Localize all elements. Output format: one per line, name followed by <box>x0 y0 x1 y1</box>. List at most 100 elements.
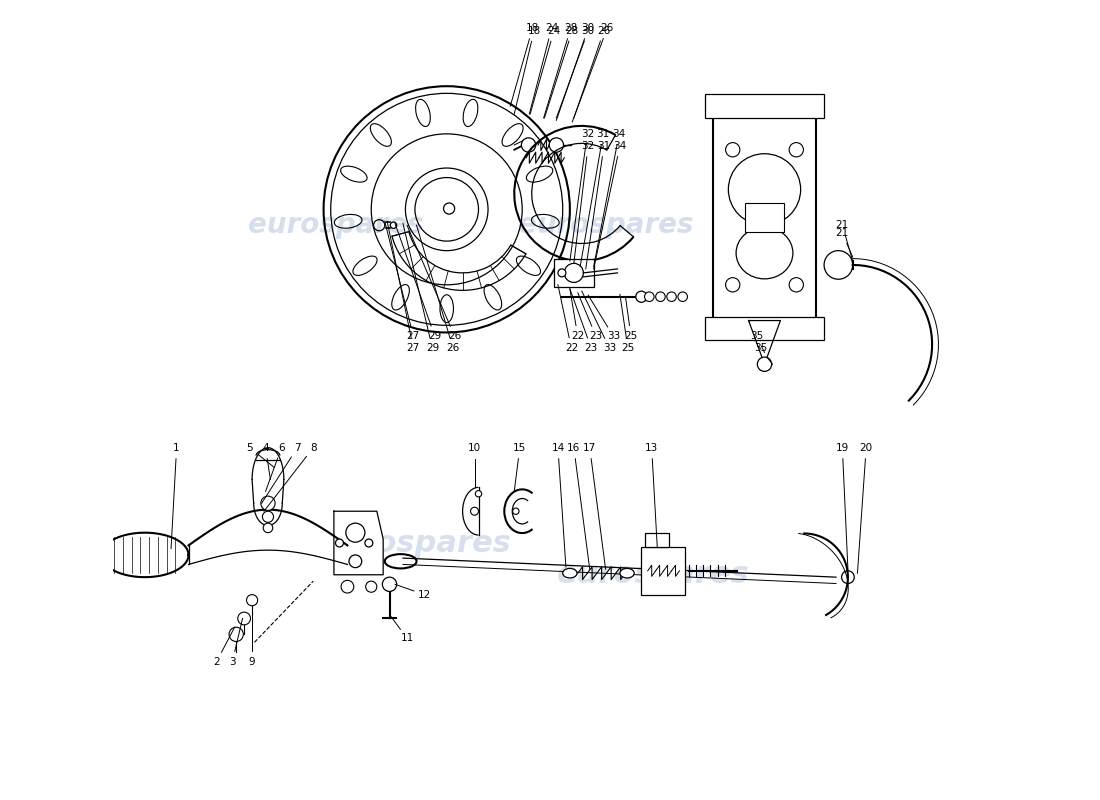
Text: 24: 24 <box>544 23 558 33</box>
Text: 23: 23 <box>590 331 603 342</box>
Text: 26: 26 <box>601 23 614 33</box>
Circle shape <box>678 292 688 302</box>
Circle shape <box>726 142 740 157</box>
Text: 7: 7 <box>294 442 300 453</box>
Polygon shape <box>334 511 383 574</box>
Text: 27: 27 <box>407 331 420 342</box>
Text: 35: 35 <box>754 343 767 354</box>
Circle shape <box>349 555 362 568</box>
Text: 31: 31 <box>597 141 611 150</box>
Bar <box>646 533 669 547</box>
Text: 35: 35 <box>750 331 763 342</box>
Bar <box>554 258 594 287</box>
Text: 29: 29 <box>426 343 439 354</box>
Circle shape <box>726 278 740 292</box>
Bar <box>745 203 784 231</box>
Text: 2: 2 <box>213 657 220 667</box>
Text: eurospares: eurospares <box>319 529 512 558</box>
Text: 1: 1 <box>174 442 180 453</box>
Text: 21: 21 <box>836 220 849 230</box>
Circle shape <box>229 627 243 642</box>
Circle shape <box>383 577 397 591</box>
Circle shape <box>246 594 257 606</box>
Text: 6: 6 <box>278 442 285 453</box>
Text: 4: 4 <box>262 442 268 453</box>
Circle shape <box>263 511 274 522</box>
Text: 8: 8 <box>310 442 317 453</box>
Text: 28: 28 <box>565 26 579 35</box>
Text: 33: 33 <box>603 343 616 354</box>
Circle shape <box>757 357 772 371</box>
Text: 31: 31 <box>596 129 609 139</box>
Circle shape <box>789 278 803 292</box>
Text: 34: 34 <box>613 129 626 139</box>
Text: 22: 22 <box>564 343 579 354</box>
Circle shape <box>645 292 654 302</box>
Text: 10: 10 <box>468 442 481 453</box>
Text: 15: 15 <box>514 442 527 453</box>
Text: eurospares: eurospares <box>557 560 750 590</box>
Text: 25: 25 <box>621 343 635 354</box>
Text: 22: 22 <box>571 331 584 342</box>
Circle shape <box>521 138 536 152</box>
Text: eurospares: eurospares <box>248 211 424 239</box>
Circle shape <box>564 263 583 282</box>
Text: 11: 11 <box>400 634 414 643</box>
Text: 26: 26 <box>448 331 461 342</box>
Text: 29: 29 <box>428 331 441 342</box>
Circle shape <box>238 612 251 625</box>
Circle shape <box>471 507 478 515</box>
Circle shape <box>261 496 275 510</box>
Circle shape <box>390 222 397 229</box>
Circle shape <box>345 523 365 542</box>
Text: 16: 16 <box>568 442 581 453</box>
Circle shape <box>443 203 454 214</box>
Circle shape <box>365 581 377 592</box>
Bar <box>705 317 824 341</box>
Text: 28: 28 <box>564 23 578 33</box>
Text: 33: 33 <box>607 331 620 342</box>
Text: 5: 5 <box>246 442 253 453</box>
Circle shape <box>842 571 855 583</box>
Circle shape <box>667 292 676 302</box>
Text: 3: 3 <box>229 657 235 667</box>
Text: 18: 18 <box>526 23 539 33</box>
Circle shape <box>513 508 519 514</box>
Text: 32: 32 <box>581 129 594 139</box>
Circle shape <box>475 490 482 497</box>
Ellipse shape <box>385 554 417 569</box>
Circle shape <box>558 269 565 277</box>
Circle shape <box>365 539 373 547</box>
Text: 9: 9 <box>249 657 255 667</box>
Circle shape <box>341 580 354 593</box>
Text: 30: 30 <box>582 23 595 33</box>
Polygon shape <box>101 533 188 577</box>
Bar <box>641 547 685 594</box>
Text: 13: 13 <box>645 442 658 453</box>
Text: 30: 30 <box>582 26 595 35</box>
Text: 21: 21 <box>836 228 849 238</box>
Circle shape <box>549 138 563 152</box>
Text: 24: 24 <box>548 26 561 35</box>
Circle shape <box>636 291 647 302</box>
Text: eurospares: eurospares <box>518 211 693 239</box>
Circle shape <box>789 142 803 157</box>
Text: 23: 23 <box>585 343 598 354</box>
Circle shape <box>263 523 273 533</box>
Circle shape <box>656 292 666 302</box>
Text: 20: 20 <box>859 442 872 453</box>
Bar <box>713 114 816 321</box>
Text: 27: 27 <box>407 343 420 354</box>
Text: 26: 26 <box>597 26 611 35</box>
Text: 32: 32 <box>582 141 595 150</box>
Circle shape <box>824 250 852 279</box>
Text: 26: 26 <box>447 343 460 354</box>
Text: 14: 14 <box>551 442 564 453</box>
Ellipse shape <box>563 569 578 578</box>
Text: 18: 18 <box>528 26 541 35</box>
Circle shape <box>336 539 343 547</box>
Ellipse shape <box>620 569 635 578</box>
Text: 25: 25 <box>625 331 638 342</box>
Text: 19: 19 <box>836 442 849 453</box>
Text: 17: 17 <box>583 442 596 453</box>
